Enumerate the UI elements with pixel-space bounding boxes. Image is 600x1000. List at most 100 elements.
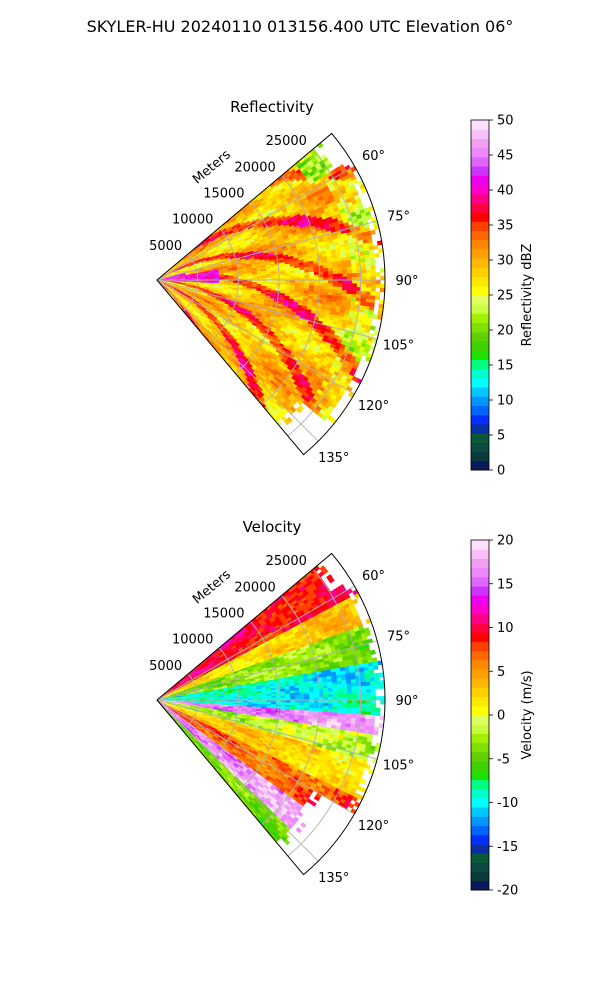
field-cells (157, 171, 386, 413)
reflectivity-grid (156, 148, 385, 442)
range-tick-label: 20000 (234, 160, 275, 175)
colorbar-tick-label: 20 (497, 534, 514, 549)
velocity-colorbar-label: Velocity (m/s) (520, 670, 535, 759)
reflectivity-colorbar-label: Reflectivity dBZ (520, 244, 535, 347)
velocity-field (157, 565, 386, 846)
velocity-title: Velocity (243, 518, 302, 536)
colorbar-segment (471, 423, 489, 434)
range-ring (287, 568, 362, 857)
colorbar-segment (471, 779, 489, 790)
colorbar-segment (471, 733, 489, 744)
azimuth-radial (156, 699, 378, 760)
colorbar-segment (471, 540, 489, 550)
colorbar-tick-label: 35 (497, 219, 514, 234)
colorbar-segment (471, 202, 489, 213)
azimuth-tick-label: 120° (358, 399, 389, 414)
reflectivity-title: Reflectivity (230, 98, 314, 116)
colorbar-segment (471, 460, 489, 471)
colorbar-segment (471, 350, 489, 360)
colorbar-segment (471, 221, 489, 232)
colorbar-tick-label: -15 (497, 840, 518, 855)
field-cells (297, 160, 327, 177)
reflectivity-panel: Reflectivity Meters 5000 10000 15000 20000 2… (149, 98, 535, 479)
reflectivity-frame (156, 132, 386, 456)
colorbar-segment (471, 558, 489, 569)
colorbar-tick-label: 5 (497, 429, 505, 444)
colorbar-segment (471, 742, 489, 753)
colorbar-tick-label: 40 (497, 184, 514, 199)
colorbar-segment (471, 212, 489, 222)
azimuth-radial (156, 699, 319, 862)
azimuth-radial (156, 699, 355, 815)
colorbar-segment (471, 239, 489, 250)
range-tick-label: 5000 (149, 239, 182, 254)
azimuth-tick-label: 75° (387, 209, 410, 224)
colorbar-segment (471, 880, 489, 891)
colorbar-segment (471, 825, 489, 836)
colorbar-segment (471, 853, 489, 863)
colorbar-segment (471, 613, 489, 624)
azimuth-tick-label: 105° (383, 339, 414, 354)
range-ring (261, 175, 321, 406)
colorbar-segment (471, 405, 489, 416)
colorbar-segment (471, 576, 489, 587)
range-tick-label: 20000 (234, 580, 275, 595)
colorbar-tick-label: -5 (497, 752, 510, 767)
colorbar-segment (471, 696, 489, 707)
field-cells (157, 175, 385, 415)
colorbar-tick-label: 30 (497, 254, 514, 269)
range-ring (209, 227, 239, 343)
colorbar-segment (471, 807, 489, 817)
colorbar-segment (471, 156, 489, 167)
velocity-range-label: Meters (190, 567, 234, 607)
colorbar-tick-label: 15 (497, 359, 514, 374)
azimuth-radial (156, 165, 355, 281)
colorbar-segment (471, 414, 489, 425)
colorbar-segment (471, 751, 489, 762)
velocity-panel: Velocity Meters 5000 10000 15000 20000 25000… (149, 518, 535, 899)
azimuth-tick-label: 75° (387, 629, 410, 644)
colorbar-segment (471, 595, 489, 605)
colorbar-tick-label: 15 (497, 577, 514, 592)
colorbar-segment (471, 668, 489, 679)
range-ring (235, 621, 280, 794)
sector-outline (156, 132, 386, 456)
azimuth-tick-label: 135° (318, 451, 349, 466)
colorbar-segment (471, 368, 489, 379)
colorbar-segment (471, 797, 489, 808)
reflectivity-colorbar: 0 5 10 15 20 25 30 35 40 45 50 (470, 114, 514, 479)
colorbar-tick-label: 10 (497, 394, 514, 409)
colorbar-tick-label: -10 (497, 796, 518, 811)
azimuth-tick-label: 105° (383, 759, 414, 774)
colorbar-segment (471, 295, 489, 305)
colorbar-segment (471, 313, 489, 324)
colorbar-segment (471, 871, 489, 882)
colorbar-tick-label: 20 (497, 324, 514, 339)
colorbar-segment (471, 331, 489, 342)
colorbar-tick-label: 25 (497, 289, 514, 304)
colorbar-segment (471, 705, 489, 716)
colorbar-segment (471, 622, 489, 633)
colorbar-segment (471, 230, 489, 241)
colorbar-segment (471, 650, 489, 661)
colorbar-segment (471, 451, 489, 462)
field-cells (157, 582, 359, 714)
range-ring (287, 148, 362, 437)
colorbar-tick-label: 0 (497, 709, 505, 724)
colorbar-segment (471, 549, 489, 559)
field-cells (161, 602, 363, 801)
colorbar-tick-label: 10 (497, 621, 514, 636)
range-tick-label: 15000 (203, 186, 244, 201)
figure-title: SKYLER-HU 20240110 013156.400 UTC Elevat… (87, 17, 514, 36)
colorbar-tick-label: -20 (497, 884, 518, 899)
field-cells (304, 148, 374, 363)
sector-outline (156, 552, 386, 876)
range-tick-label: 25000 (266, 134, 307, 149)
velocity-frame (156, 552, 386, 876)
field-cells (157, 628, 373, 833)
colorbar-segment (471, 687, 489, 698)
colorbar-segment (471, 248, 489, 259)
colorbar-segment (471, 341, 489, 351)
field-cells (157, 700, 371, 819)
